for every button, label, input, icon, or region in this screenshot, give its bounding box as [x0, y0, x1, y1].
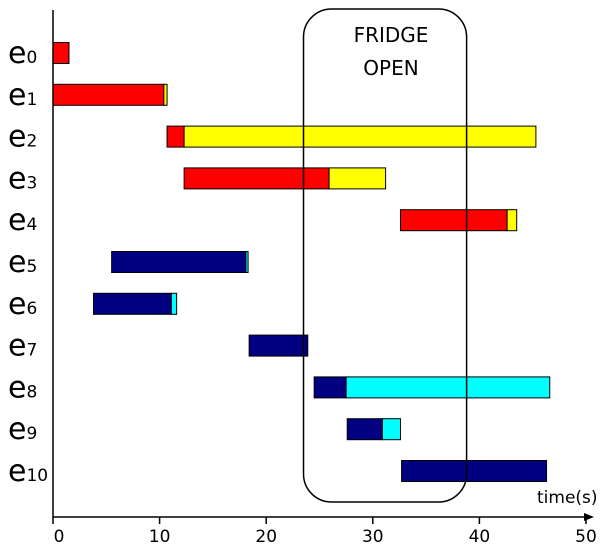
annotation-line-1: FRIDGE: [354, 23, 429, 47]
row-label-e6: e6: [8, 287, 37, 322]
row-label-e0: e0: [8, 36, 37, 71]
fridge-open-box: [302, 8, 468, 503]
row-label-e7: e7: [8, 329, 37, 364]
x-tick-label-0: 0: [54, 527, 65, 546]
ticks-layer: 0 10 20 30 40 50: [52, 517, 597, 546]
bars-layer: [52, 42, 551, 482]
row-label-e10: e10: [8, 454, 48, 489]
x-tick-label-10: 10: [149, 527, 171, 546]
bar-e9-seg-0: [346, 418, 383, 441]
bar-e1-seg-0: [52, 83, 165, 106]
row-label-e9: e9: [8, 412, 37, 447]
bar-e10-seg-0: [401, 460, 548, 482]
bar-e7-seg-0: [248, 334, 309, 357]
annotation-line-2: OPEN: [363, 56, 418, 80]
bar-e8-seg-0: [313, 376, 347, 399]
fridge-open-annotation: FRIDGE OPEN: [302, 8, 468, 503]
row-label-e2: e2: [8, 120, 37, 155]
bar-e2-seg-0: [166, 125, 185, 148]
x-tick-label-40: 40: [469, 527, 491, 546]
bar-e3-seg-1: [328, 167, 387, 190]
bar-e9-seg-1: [381, 418, 402, 441]
bar-e5-seg-1: [245, 251, 249, 273]
axes-layer: time(s): [52, 10, 598, 521]
x-tick-label-50: 50: [575, 527, 597, 546]
bar-e4-seg-0: [400, 209, 508, 232]
row-labels-layer: e0 e1 e2 e3 e4 e5 e6 e7 e8 e9 e10: [8, 36, 48, 489]
x-tick-label-20: 20: [255, 527, 277, 546]
bar-e3-seg-0: [183, 167, 330, 190]
bar-e1-seg-1: [163, 83, 168, 106]
bar-e4-seg-1: [506, 209, 518, 232]
row-label-e3: e3: [8, 161, 37, 196]
row-label-e5: e5: [8, 245, 37, 280]
x-axis-label: time(s): [537, 488, 598, 508]
bar-e2-seg-1: [183, 125, 537, 148]
bar-e6-seg-0: [93, 292, 172, 315]
row-label-e8: e8: [8, 370, 37, 405]
bar-e5-seg-0: [111, 251, 247, 273]
x-tick-label-30: 30: [362, 527, 384, 546]
bar-e0-seg-0: [52, 42, 70, 64]
bar-e8-seg-1: [345, 376, 551, 399]
bar-e6-seg-1: [170, 292, 178, 315]
row-label-e4: e4: [8, 203, 37, 238]
row-label-e1: e1: [8, 78, 37, 113]
